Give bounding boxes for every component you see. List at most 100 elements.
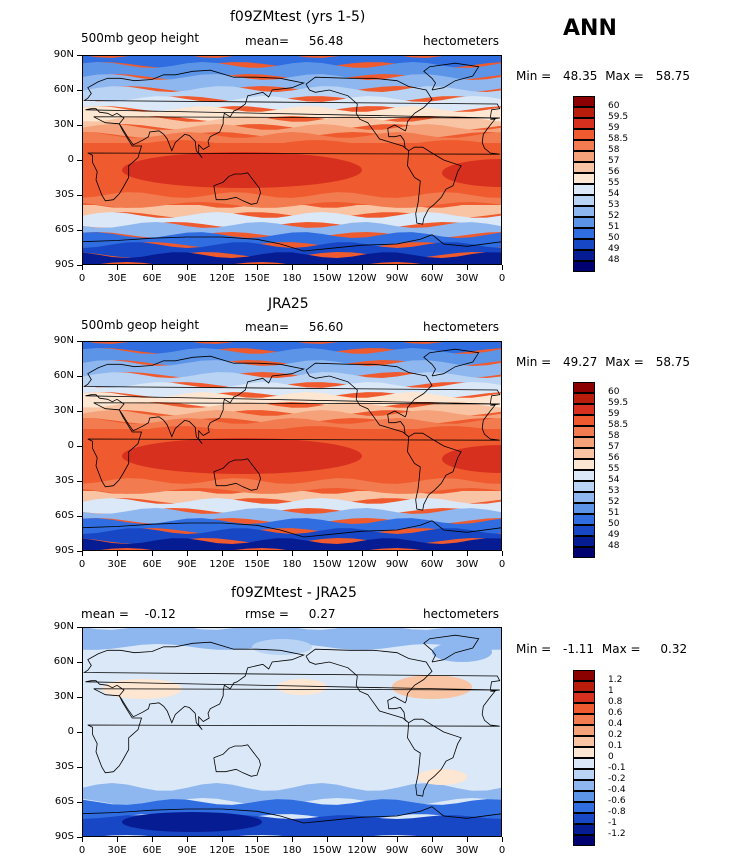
colorbar-level-label: 58.5	[608, 420, 629, 430]
lon-tick-mark	[327, 551, 328, 556]
colorbar-level-label: 48	[608, 255, 620, 265]
mean-label-text: mean=	[245, 320, 290, 334]
contour-band	[82, 192, 502, 208]
map-model-z500	[82, 55, 502, 265]
mean-value: -0.12	[144, 607, 176, 621]
colorbar-swatch	[573, 758, 595, 769]
colorbar-level-label: 0.1	[608, 741, 623, 751]
lon-tick-mark	[257, 265, 258, 270]
colorbar-level-label: -0.2	[608, 774, 626, 784]
lon-tick-mark	[187, 551, 188, 556]
lat-tick-label: 30S	[54, 761, 74, 772]
min-value: 49.27	[563, 355, 598, 369]
lat-tick-label: 60N	[53, 656, 74, 667]
colorbar-level-label: 1	[608, 686, 614, 696]
greenland-coast	[423, 634, 480, 663]
colorbar-swatch	[573, 492, 595, 503]
anomaly-blob	[122, 812, 262, 832]
lat-tick-label: 90S	[54, 259, 74, 270]
colorbar-swatch	[573, 503, 595, 514]
lat-tick-mark	[77, 195, 82, 196]
contour-band	[82, 418, 502, 432]
lon-tick-label: 90W	[385, 845, 409, 856]
north-america-coast	[305, 76, 433, 152]
lat-tick-label: 0	[67, 440, 74, 451]
lon-tick-mark	[467, 265, 468, 270]
panel-units: hectometers	[423, 607, 499, 621]
lon-tick-label: 120E	[209, 845, 235, 856]
colorbar-swatch	[573, 250, 595, 261]
min-max-readout: Min = -1.11 Max = 0.32	[516, 642, 687, 656]
lon-tick-mark	[152, 265, 153, 270]
panel-mean-label: mean= 56.60	[245, 320, 343, 334]
greenland-coast	[423, 348, 480, 377]
lat-tick-mark	[77, 160, 82, 161]
lon-tick-label: 0	[78, 559, 86, 570]
contour-band	[82, 360, 502, 378]
lon-tick-label: 60E	[142, 559, 162, 570]
colorbar-swatch	[573, 481, 595, 492]
colorbar-level-label: 49	[608, 244, 620, 254]
contour-band	[82, 348, 502, 366]
colorbar-swatch	[573, 470, 595, 481]
contour-band	[82, 232, 502, 248]
colorbar-swatch	[573, 184, 595, 195]
colorbar-level-label: -0.1	[608, 763, 626, 773]
colorbar-swatch	[573, 173, 595, 184]
colorbar-swatch	[573, 525, 595, 536]
colorbar-level-label: 57	[608, 442, 620, 452]
colorbar-level-label: 58	[608, 145, 620, 155]
colorbar-swatch	[573, 426, 595, 437]
colorbar-swatch	[573, 382, 595, 393]
lon-tick-mark	[432, 837, 433, 842]
colorbar-level-label: 54	[608, 189, 620, 199]
lon-tick-mark	[502, 265, 503, 270]
colorbar-swatch	[573, 725, 595, 736]
lon-tick-mark	[502, 837, 503, 842]
lon-tick-label: 30E	[107, 845, 127, 856]
lon-tick-mark	[327, 837, 328, 842]
lon-tick-label: 30W	[455, 845, 479, 856]
max-label: Max =	[605, 69, 644, 83]
colorbar-swatch	[573, 228, 595, 239]
africa-coast	[87, 688, 500, 774]
min-value: -1.11	[563, 642, 595, 656]
anomaly-blob	[277, 679, 327, 695]
lat-tick-mark	[77, 802, 82, 803]
contour-band	[82, 498, 502, 514]
colorbar-level-label: 0.8	[608, 697, 623, 707]
lon-tick-label: 150W	[312, 559, 342, 570]
antarctica-coast	[82, 234, 502, 252]
max-value: 58.75	[655, 355, 691, 369]
mean-value: 56.60	[308, 320, 344, 334]
colorbar-swatch	[573, 791, 595, 802]
colorbar-swatch	[573, 118, 595, 129]
south-america-coast	[407, 718, 462, 797]
lat-tick-mark	[77, 265, 82, 266]
colorbar-swatch	[573, 129, 595, 140]
australia-coast	[213, 458, 261, 491]
colorbar-level-label: -1.2	[608, 829, 626, 839]
colorbar-swatch	[573, 547, 595, 558]
lon-tick-label: 120E	[209, 559, 235, 570]
colorbar-level-label: 53	[608, 200, 620, 210]
lat-tick-label: 0	[67, 154, 74, 165]
warm-pool-blob	[122, 152, 362, 188]
colorbar-swatch	[573, 206, 595, 217]
colorbar-swatch	[573, 835, 595, 846]
greenland-coast	[423, 62, 480, 91]
lat-tick-mark	[77, 767, 82, 768]
lat-tick-mark	[77, 662, 82, 663]
colorbar-swatch	[573, 514, 595, 525]
colorbar-level-label: 50	[608, 519, 620, 529]
lat-tick-label: 30N	[53, 691, 74, 702]
rmse-value: 0.27	[308, 607, 336, 621]
lon-tick-mark	[397, 265, 398, 270]
map-difference-z500	[82, 627, 502, 837]
contour-band	[82, 132, 502, 146]
lon-tick-mark	[397, 551, 398, 556]
colorbar-level-label: 56	[608, 453, 620, 463]
contour-band	[82, 86, 502, 102]
panel-mean-label: mean = -0.12	[81, 607, 176, 621]
lat-tick-mark	[77, 376, 82, 377]
